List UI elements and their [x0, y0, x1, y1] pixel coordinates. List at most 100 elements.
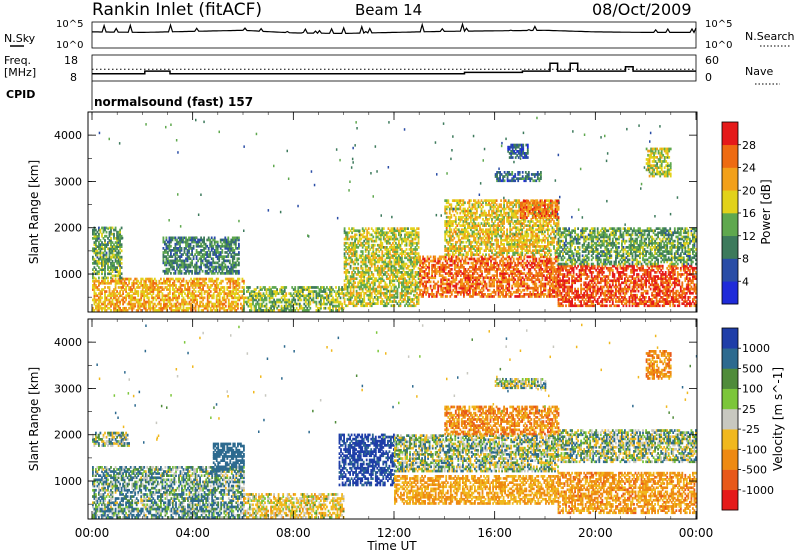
power-cell: [96, 245, 99, 248]
power-cell: [373, 289, 376, 293]
power-cell: [546, 259, 548, 263]
power-cell: [544, 265, 547, 269]
power-cell: [153, 281, 156, 285]
power-cell: [147, 300, 150, 304]
power-cell: [410, 241, 412, 245]
power-cell: [270, 300, 272, 304]
power-cell: [555, 284, 557, 288]
power-cell: [99, 251, 102, 255]
power-cell: [485, 257, 488, 261]
power-cell: [357, 262, 360, 266]
power-cell: [176, 290, 179, 293]
power-cell: [395, 285, 397, 289]
power-cell: [191, 251, 193, 254]
power-cell: [440, 268, 443, 271]
power-cell: [165, 244, 168, 248]
power-cell: [453, 280, 456, 284]
power-cell: [366, 277, 369, 280]
power-cell: [264, 298, 266, 302]
power-cell: [361, 300, 364, 303]
power-cell: [343, 266, 346, 270]
power-cell: [441, 293, 444, 296]
power-cell: [540, 259, 542, 263]
power-cell: [219, 253, 222, 256]
power-cell: [373, 264, 376, 268]
power-cell: [459, 220, 462, 223]
power-cell: [149, 290, 152, 293]
power-cell: [261, 296, 263, 300]
power-cell: [482, 286, 485, 290]
power-cell: [349, 291, 352, 295]
power-cell: [523, 265, 526, 269]
power-cell: [300, 294, 303, 298]
power-cell: [122, 277, 124, 281]
power-cell: [244, 296, 247, 300]
power-cell: [93, 281, 96, 285]
power-cell: [464, 274, 467, 277]
power-cell: [195, 244, 198, 248]
power-cell: [162, 257, 165, 261]
power-cell: [236, 263, 239, 267]
power-cell: [252, 296, 254, 300]
power-cell: [101, 266, 103, 269]
power-cell: [146, 294, 149, 298]
power-cell: [177, 240, 180, 244]
power-cell: [352, 229, 355, 233]
power-cell: [459, 218, 462, 221]
power-cell: [417, 298, 420, 301]
power-cell: [204, 272, 207, 275]
power-cell: [376, 227, 379, 230]
power-cell: [420, 259, 423, 263]
power-cell: [432, 255, 435, 259]
power-cell: [230, 279, 233, 283]
power-cell: [460, 224, 463, 227]
power-cell: [378, 246, 381, 249]
power-cell: [398, 268, 400, 272]
power-cell: [190, 292, 192, 295]
power-cell: [547, 288, 550, 292]
power-cell: [105, 230, 108, 234]
beam-label: Beam 14: [355, 1, 422, 19]
power-cell: [345, 231, 347, 235]
power-cell: [389, 281, 391, 285]
power-cell: [237, 279, 239, 283]
power-cell: [536, 295, 539, 298]
power-cell: [110, 237, 112, 240]
power-cell: [171, 236, 174, 240]
power-cell: [101, 309, 103, 312]
power-cell: [132, 292, 135, 295]
power-cell: [227, 272, 230, 275]
power-cell: [228, 249, 231, 252]
power-cell: [378, 285, 381, 289]
power-cell: [381, 246, 384, 249]
power-cell: [484, 284, 486, 288]
power-cell: [153, 306, 156, 310]
power-cell: [183, 267, 186, 271]
power-cell: [373, 243, 376, 247]
power-cell: [262, 304, 265, 308]
power-cell: [98, 279, 100, 283]
power-cell: [401, 252, 403, 255]
power-cell: [520, 257, 523, 261]
power-cell: [411, 233, 414, 237]
power-cell: [175, 284, 177, 287]
power-cell: [108, 239, 111, 242]
power-cell: [247, 286, 250, 289]
power-cell: [262, 309, 265, 312]
power-cell: [99, 292, 102, 295]
power-cell: [228, 244, 231, 248]
power-cell: [135, 300, 138, 304]
power-cell: [393, 250, 396, 253]
power-cell: [414, 252, 417, 255]
power-cell: [390, 271, 393, 274]
power-cell: [137, 284, 140, 287]
power-cell: [358, 298, 361, 301]
power-cell: [114, 296, 117, 300]
power-cell: [165, 238, 168, 242]
power-cell: [472, 295, 474, 298]
power-cell: [484, 293, 486, 296]
power-cell: [309, 302, 312, 306]
power-cell: [447, 201, 450, 205]
power-cell: [530, 255, 533, 259]
power-cell: [330, 298, 333, 302]
